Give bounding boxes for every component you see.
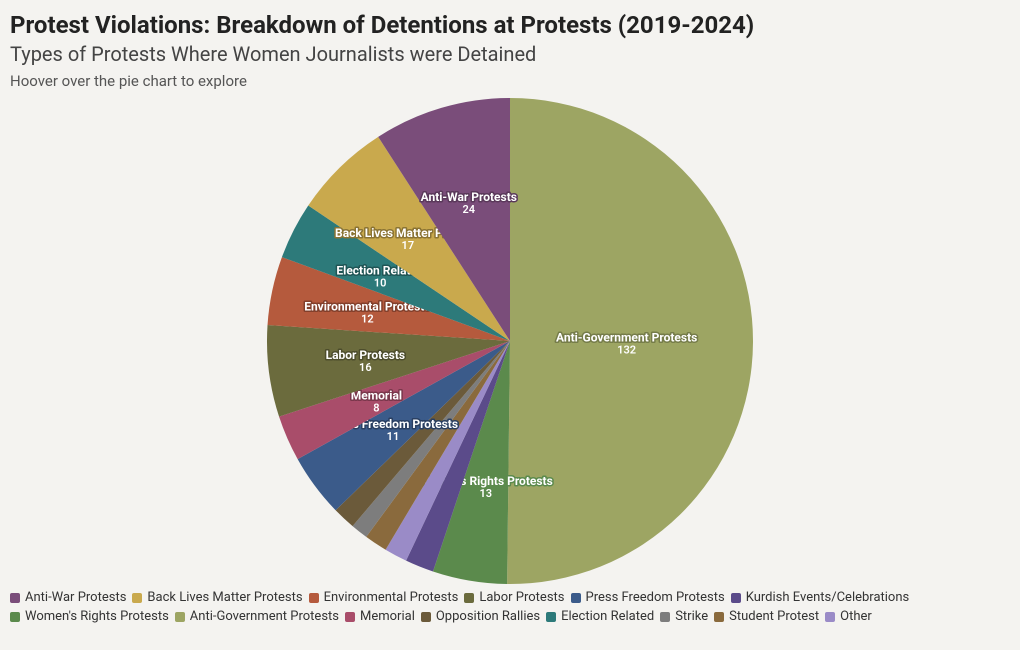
- legend-label: Anti-War Protests: [25, 590, 126, 605]
- legend-item[interactable]: Anti-War Protests: [10, 590, 126, 605]
- legend-item[interactable]: Anti-Government Protests: [175, 609, 339, 624]
- legend-swatch: [714, 612, 724, 622]
- legend-swatch: [660, 612, 670, 622]
- legend-item[interactable]: Opposition Rallies: [421, 609, 540, 624]
- legend-item[interactable]: Strike: [660, 609, 708, 624]
- page-subtitle: Types of Protests Where Women Journalist…: [10, 42, 1010, 66]
- legend-item[interactable]: Women's Rights Protests: [10, 609, 169, 624]
- legend-item[interactable]: Labor Protests: [464, 590, 564, 605]
- legend-item[interactable]: Kurdish Events/Celebrations: [731, 590, 910, 605]
- legend-swatch: [571, 593, 581, 603]
- slice-value: 132: [617, 344, 636, 357]
- legend-label: Other: [840, 609, 872, 624]
- legend-label: Press Freedom Protests: [586, 590, 725, 605]
- slice-label: Labor Protests: [326, 348, 405, 362]
- legend-item[interactable]: Environmental Protests: [309, 590, 459, 605]
- legend-label: Labor Protests: [479, 590, 564, 605]
- legend-label: Back Lives Matter Protests: [147, 590, 302, 605]
- pie-chart[interactable]: Anti-Government Protests132Women's Right…: [265, 96, 755, 586]
- slice-value: 17: [402, 239, 415, 252]
- slice-value: 10: [374, 277, 387, 290]
- legend-swatch: [132, 593, 142, 603]
- legend-label: Memorial: [360, 609, 415, 624]
- legend-swatch: [345, 612, 355, 622]
- slice-value: 16: [359, 361, 372, 374]
- legend-swatch: [309, 593, 319, 603]
- slice-value: 12: [361, 313, 374, 326]
- slice-value: 24: [462, 203, 475, 216]
- slice-value: 13: [479, 487, 492, 500]
- legend-label: Anti-Government Protests: [190, 609, 339, 624]
- legend-label: Strike: [675, 609, 708, 624]
- legend-item[interactable]: Back Lives Matter Protests: [132, 590, 302, 605]
- legend-swatch: [175, 612, 185, 622]
- legend-swatch: [731, 593, 741, 603]
- legend-label: Election Related: [561, 609, 654, 624]
- slice-value: 11: [387, 430, 400, 443]
- legend-item[interactable]: Election Related: [546, 609, 654, 624]
- legend-swatch: [546, 612, 556, 622]
- legend-label: Student Protest: [729, 609, 819, 624]
- legend-label: Environmental Protests: [324, 590, 459, 605]
- legend-label: Opposition Rallies: [436, 609, 540, 624]
- page-title: Protest Violations: Breakdown of Detenti…: [10, 10, 1010, 40]
- legend: Anti-War Protests Back Lives Matter Prote…: [10, 590, 1010, 624]
- legend-item[interactable]: Student Protest: [714, 609, 819, 624]
- slice-label: Anti-War Protests: [421, 190, 517, 204]
- legend-swatch: [421, 612, 431, 622]
- legend-label: Women's Rights Protests: [25, 609, 169, 624]
- slice-value: 8: [373, 401, 379, 414]
- chart-container: Anti-Government Protests132Women's Right…: [10, 96, 1010, 586]
- legend-swatch: [10, 593, 20, 603]
- legend-swatch: [10, 612, 20, 622]
- legend-item[interactable]: Press Freedom Protests: [571, 590, 725, 605]
- slice-label: Anti-Government Protests: [556, 331, 697, 345]
- legend-swatch: [464, 593, 474, 603]
- legend-item[interactable]: Memorial: [345, 609, 415, 624]
- hover-hint: Hoover over the pie chart to explore: [10, 72, 1010, 90]
- legend-label: Kurdish Events/Celebrations: [746, 590, 910, 605]
- legend-swatch: [825, 612, 835, 622]
- legend-item[interactable]: Other: [825, 609, 872, 624]
